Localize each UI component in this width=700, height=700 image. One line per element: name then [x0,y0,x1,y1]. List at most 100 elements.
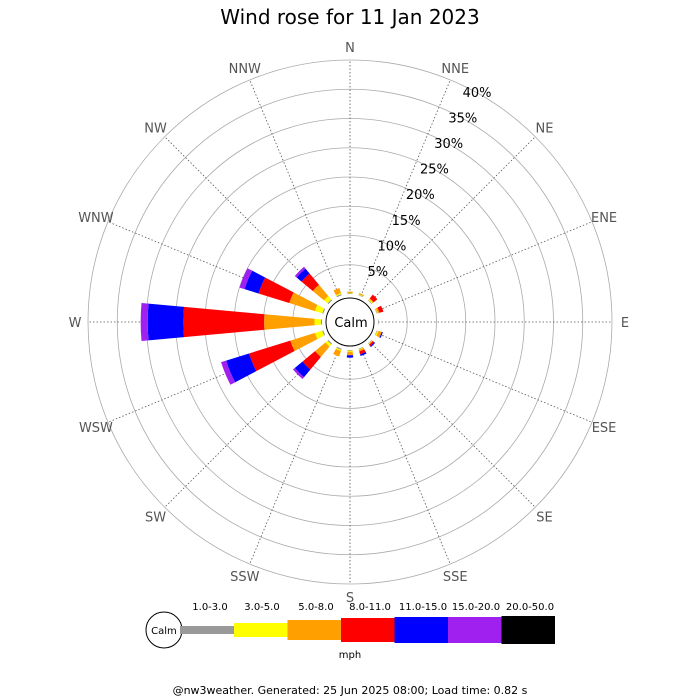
legend: Calm 1.0-3.0 3.0-5.0 5.0-8.0 8.0-11.0 11.0-1… [145,602,555,649]
bar-wsw-11-0-15-0 [226,353,257,383]
legend-swatch-5-0-8-0 [287,620,341,640]
bar-nne-1-0-3-0 [358,294,364,298]
direction-label-ne: NE [535,122,553,137]
legend-unit: mph [339,650,361,661]
direction-label-sw: SW [145,510,166,525]
percent-label-5: 25% [420,163,449,178]
direction-label-ene: ENE [591,211,617,226]
direction-label-wsw: WSW [79,421,113,436]
direction-label-nnw: NNW [229,62,261,77]
bar-sw-3-0-5-0 [325,340,332,347]
legend-swatch-3-0-5-0 [234,623,288,637]
direction-label-n: N [345,41,355,56]
bar-sse-5-0-8-0 [358,347,365,352]
legend-swatch-1-0-3-0 [180,626,234,634]
spoke-nne [360,79,451,297]
bar-ene-1-0-3-0 [374,308,378,314]
bar-sse-8-0-11-0 [359,349,366,355]
bar-s-5-0-8-0 [346,351,354,356]
legend-label-15-0-20-0: 15.0-20.0 [452,602,500,613]
bar-wnw-3-0-5-0 [314,304,325,314]
spoke-ssw [249,347,340,565]
bar-wnw-1-0-3-0 [322,308,326,314]
percent-label-4: 20% [406,188,435,203]
bar-wnw-11-0-15-0 [244,270,266,294]
bar-sw-1-0-3-0 [327,339,333,345]
spoke-ne [369,136,536,303]
bar-wnw-8-0-11-0 [258,277,294,304]
bar-ne-3-0-5-0 [368,299,373,304]
bar-nne-3-0-5-0 [358,294,364,297]
bar-nw-5-0-8-0 [312,284,329,301]
bar-wsw-5-0-8-0 [290,332,318,352]
direction-label-sse: SSE [443,570,468,585]
bar-se-11-0-15-0 [370,342,376,348]
spoke-ese [375,332,593,423]
bar-n-3-0-5-0 [347,292,353,294]
bar-se-5-0-8-0 [368,340,373,345]
bar-nw-15-0-20-0 [294,266,306,278]
bar-w-5-0-8-0 [264,314,315,330]
legend-calm-label: Calm [151,626,177,637]
bar-nw-1-0-3-0 [327,299,333,305]
spoke-ene [375,221,593,312]
bar-ene-3-0-5-0 [375,308,378,314]
percent-labels: 5% 10% 15% 20% 25% 30% 35% 40% [367,86,491,280]
direction-label-nw: NW [144,122,167,137]
legend-label-5-0-8-0: 5.0-8.0 [298,602,333,613]
bar-ene-8-0-11-0 [377,305,384,313]
bar-ese-11-0-15-0 [379,331,383,339]
bar-nnw-1-0-3-0 [336,294,342,298]
bar-sse-1-0-3-0 [358,346,364,350]
grid-ring-8 [87,59,613,585]
bar-sw-15-0-20-0 [292,368,304,380]
bar-nnw-5-0-8-0 [333,288,341,296]
direction-label-nne: NNE [441,62,469,77]
bar-wsw-1-0-3-0 [322,330,326,336]
direction-labels: N NNE NE ENE E ESE SE SSE S SSW SW WSW W WNW NW NNW [69,41,630,606]
percent-label-7: 35% [448,111,477,126]
bar-ne-1-0-3-0 [367,300,372,305]
bar-nw-3-0-5-0 [323,295,332,304]
bar-nnw-3-0-5-0 [335,293,342,297]
percent-label-3: 15% [392,214,421,229]
bar-se-1-0-3-0 [367,339,372,344]
grid-ring-7 [116,88,584,556]
bar-sw-11-0-15-0 [294,361,311,378]
bar-sw-8-0-11-0 [302,351,321,370]
bar-nne-5-0-8-0 [358,293,365,297]
bar-w-8-0-11-0 [183,306,265,338]
direction-label-ese: ESE [592,421,617,436]
legend-swatch-8-0-11-0 [341,618,395,642]
direction-label-wnw: WNW [78,211,114,226]
bar-s-3-0-5-0 [347,350,353,352]
direction-label-e: E [621,316,629,331]
bar-n-1-0-3-0 [347,293,353,295]
bar-n-5-0-8-0 [347,291,353,293]
bar-w-3-0-5-0 [314,318,321,326]
bar-sse-3-0-5-0 [358,347,364,350]
calm-label: Calm [334,316,367,331]
legend-label-3-0-5-0: 3.0-5.0 [244,602,279,613]
direction-label-w: W [69,316,82,331]
legend-swatch-20-0-50-0 [501,616,555,644]
spoke-sse [360,347,451,565]
bar-wnw-15-0-20-0 [239,268,253,290]
bar-nw-8-0-11-0 [301,273,319,291]
bar-sse-11-0-15-0 [360,351,367,356]
bar-wsw-3-0-5-0 [314,330,325,340]
legend-label-8-0-11-0: 8.0-11.0 [349,602,391,613]
legend-swatch-15-0-20-0 [448,617,502,643]
bar-ssw-3-0-5-0 [335,347,342,351]
bar-w-11-0-15-0 [147,303,185,341]
bar-ese-5-0-8-0 [376,330,382,338]
bar-w-1-0-3-0 [320,319,323,325]
bar-wsw-15-0-20-0 [221,360,236,385]
direction-label-se: SE [536,510,552,525]
direction-label-s: S [346,591,354,606]
chart-title: Wind rose for 11 Jan 2023 [220,5,479,29]
bar-sw-5-0-8-0 [315,342,330,357]
spoke-se [369,341,536,508]
bar-ne-5-0-8-0 [369,298,374,303]
